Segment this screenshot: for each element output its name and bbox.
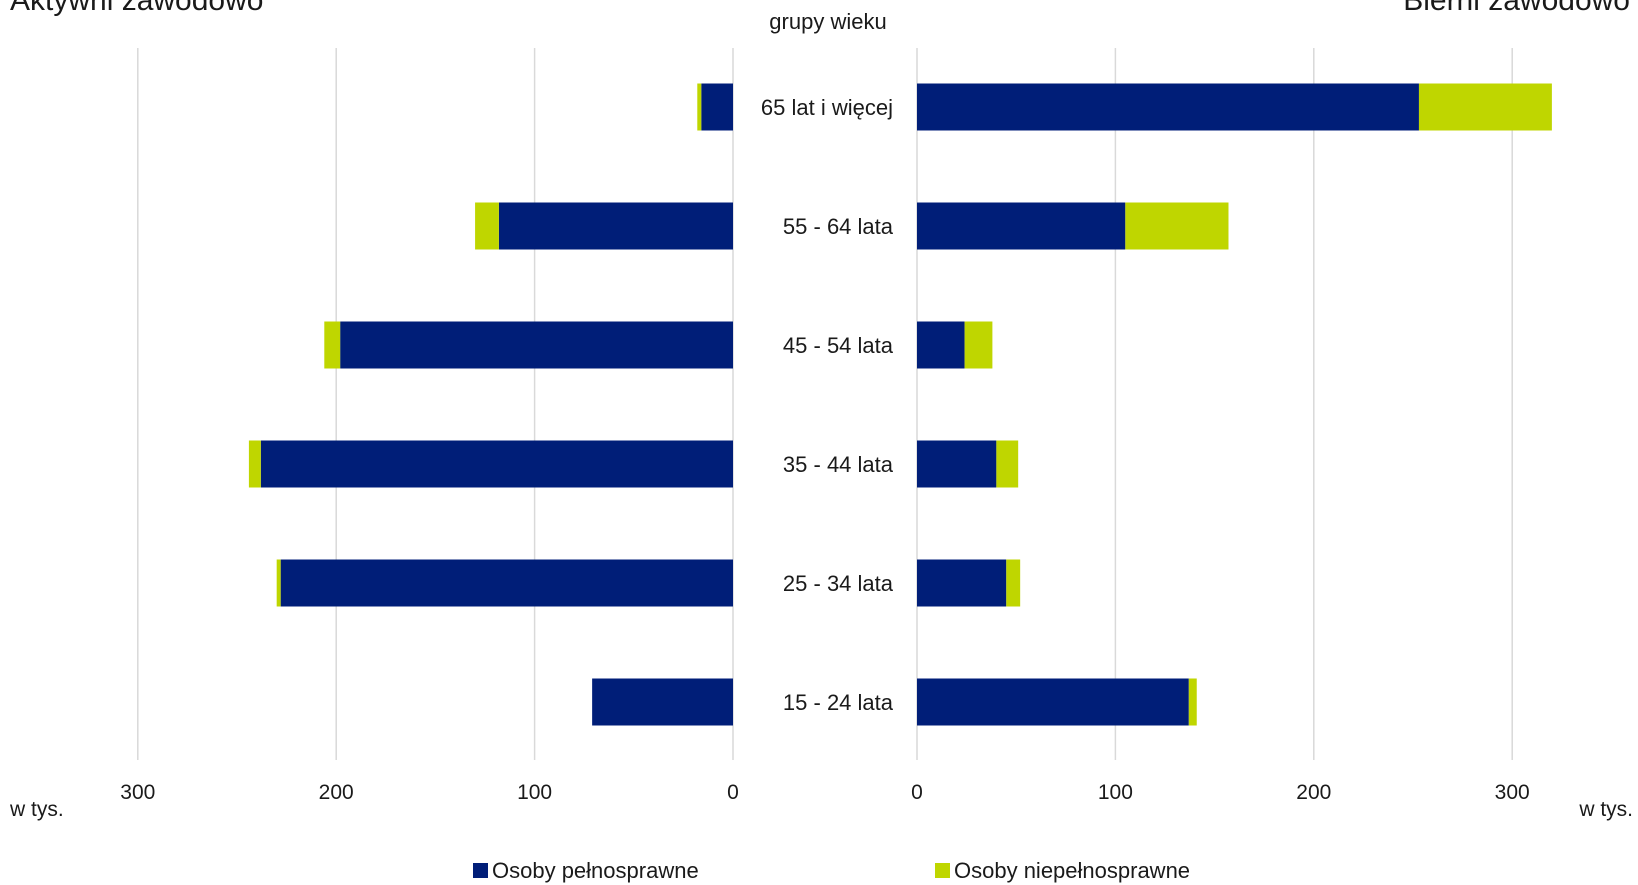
tick-label-right-300: 300 xyxy=(1495,781,1530,804)
bar-left-pelnosprawne-5 xyxy=(592,678,733,726)
bar-left-pelnosprawne-4 xyxy=(280,559,733,607)
tick-label-left-300: 300 xyxy=(120,781,155,804)
bar-left-pelnosprawne-3 xyxy=(260,440,733,488)
bar-right-pelnosprawne-1 xyxy=(917,202,1126,250)
labels: Aktywni zawodowo Bierni zawodowo grupy w… xyxy=(9,0,1633,821)
bar-right-niepelnosprawne-0 xyxy=(1418,83,1552,131)
category-label-0: 65 lat i więcej xyxy=(761,95,893,120)
bar-right-niepelnosprawne-2 xyxy=(964,321,993,369)
bar-right-pelnosprawne-4 xyxy=(917,559,1007,607)
category-label-4: 25 - 34 lata xyxy=(783,571,894,596)
center-axis-title: grupy wieku xyxy=(769,9,886,34)
category-label-5: 15 - 24 lata xyxy=(783,690,894,715)
bar-left-pelnosprawne-1 xyxy=(498,202,733,250)
bar-left-niepelnosprawne-1 xyxy=(475,202,499,250)
tick-label-right-100: 100 xyxy=(1098,781,1133,804)
tick-label-left-0: 0 xyxy=(727,781,739,804)
bar-left-niepelnosprawne-2 xyxy=(324,321,341,369)
tick-label-left-200: 200 xyxy=(319,781,354,804)
category-label-3: 35 - 44 lata xyxy=(783,452,894,477)
bar-right-niepelnosprawne-5 xyxy=(1188,678,1197,726)
bars xyxy=(248,83,1552,726)
bar-left-pelnosprawne-0 xyxy=(701,83,733,131)
bar-right-niepelnosprawne-1 xyxy=(1125,202,1229,250)
legend-label-niepelnosprawne: Osoby niepełnosprawne xyxy=(954,858,1190,883)
bar-right-pelnosprawne-5 xyxy=(917,678,1189,726)
category-labels: 65 lat i więcej 55 - 64 lata 45 - 54 lata 3… xyxy=(761,95,894,715)
chart-title-right: Bierni zawodowo xyxy=(1403,0,1630,17)
tick-label-right-0: 0 xyxy=(911,781,923,804)
bar-right-pelnosprawne-2 xyxy=(917,321,965,369)
legend: Osoby pełnosprawne Osoby niepełnosprawne xyxy=(473,858,1190,883)
unit-label-right: w tys. xyxy=(1578,798,1633,821)
category-label-1: 55 - 64 lata xyxy=(783,214,894,239)
bar-left-niepelnosprawne-4 xyxy=(276,559,281,607)
bar-right-pelnosprawne-3 xyxy=(917,440,997,488)
bar-left-pelnosprawne-2 xyxy=(340,321,733,369)
category-label-2: 45 - 54 lata xyxy=(783,333,894,358)
bar-left-niepelnosprawne-0 xyxy=(697,83,702,131)
legend-swatch-pelnosprawne xyxy=(473,863,488,878)
tick-labels: 300 200 100 0 0 100 200 300 xyxy=(120,781,1529,804)
bar-left-niepelnosprawne-3 xyxy=(248,440,261,488)
bar-right-niepelnosprawne-4 xyxy=(1006,559,1021,607)
bar-right-pelnosprawne-0 xyxy=(917,83,1419,131)
unit-label-left: w tys. xyxy=(9,798,64,821)
chart-title-left: Aktywni zawodowo xyxy=(10,0,263,17)
legend-label-pelnosprawne: Osoby pełnosprawne xyxy=(492,858,699,883)
bar-right-niepelnosprawne-3 xyxy=(996,440,1019,488)
tick-label-left-100: 100 xyxy=(517,781,552,804)
gridlines xyxy=(137,48,1513,760)
legend-swatch-niepelnosprawne xyxy=(935,863,950,878)
tick-label-right-200: 200 xyxy=(1296,781,1331,804)
